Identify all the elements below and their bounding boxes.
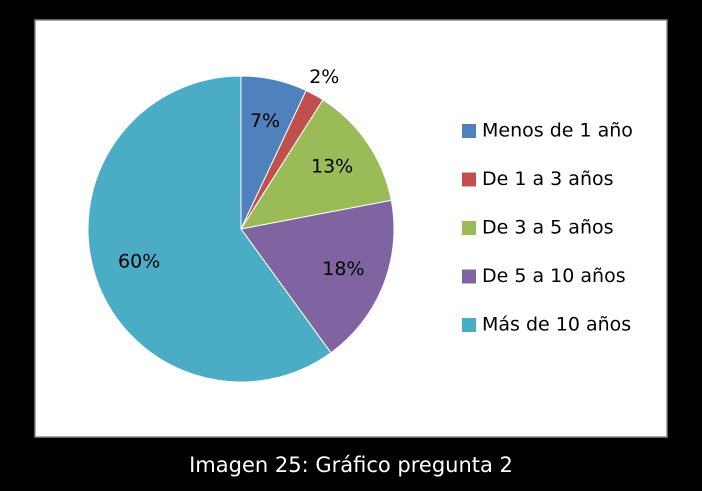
legend-swatch bbox=[462, 172, 476, 187]
legend-swatch bbox=[462, 269, 476, 284]
legend-swatch bbox=[462, 318, 476, 332]
legend-label: De 5 a 10 años bbox=[482, 265, 626, 287]
legend-label: Más de 10 años bbox=[482, 314, 631, 336]
data-label: 2% bbox=[309, 66, 339, 88]
data-label: 7% bbox=[250, 110, 280, 132]
legend-label: Menos de 1 año bbox=[482, 120, 633, 142]
legend-label: De 1 a 3 años bbox=[482, 168, 614, 190]
pie-slice bbox=[87, 75, 332, 383]
data-label: 18% bbox=[322, 258, 364, 280]
data-label: 13% bbox=[311, 156, 353, 178]
pie-slice bbox=[240, 199, 395, 354]
legend-swatch bbox=[462, 221, 476, 235]
pie-slice bbox=[239, 99, 392, 230]
caption: Imagen 25: Gráfico pregunta 2 bbox=[189, 453, 513, 477]
legend-swatch bbox=[462, 124, 476, 138]
legend-label: De 3 a 5 años bbox=[482, 217, 614, 239]
data-label: 60% bbox=[118, 251, 160, 273]
